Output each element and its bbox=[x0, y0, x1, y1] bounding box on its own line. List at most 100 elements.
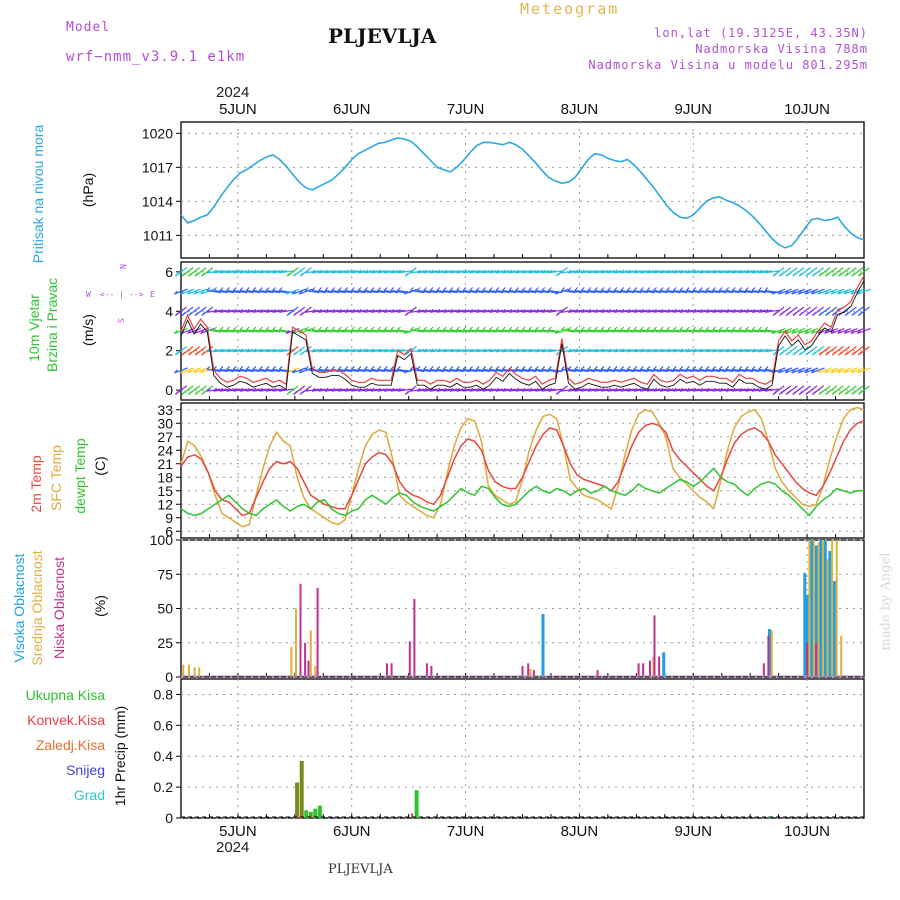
wind-arrow bbox=[522, 289, 537, 294]
wind-arrow-head bbox=[797, 290, 802, 295]
wind-arrow bbox=[830, 288, 845, 295]
wind-arrow-head bbox=[798, 272, 803, 277]
wind-arrow-head bbox=[725, 326, 730, 331]
wind-arrow-head bbox=[580, 326, 585, 331]
wind-arrow bbox=[338, 329, 353, 333]
wind-arrow-head bbox=[324, 308, 329, 313]
wind-arrow-head bbox=[423, 308, 428, 313]
wind-arrow-head bbox=[469, 269, 474, 274]
cloud-mid-bar bbox=[835, 540, 838, 677]
wind-arrow-head bbox=[515, 308, 520, 313]
wind-arrow-head bbox=[547, 287, 552, 291]
wind-arrow-head bbox=[561, 365, 565, 370]
panel-frame-temp bbox=[180, 402, 865, 539]
cloud-tick-label: 0 bbox=[165, 669, 173, 685]
cloud-mid-bar bbox=[182, 664, 185, 677]
wind-arrow-head bbox=[692, 269, 697, 274]
wind-arrow-head bbox=[825, 272, 830, 277]
wind-arrow-head bbox=[259, 365, 263, 370]
wind-arrow-head bbox=[416, 287, 421, 291]
wind-arrow-head bbox=[580, 308, 585, 313]
wind-arrow bbox=[712, 329, 727, 333]
wind-arrow-head bbox=[725, 308, 730, 313]
wind-arrow-head bbox=[462, 269, 467, 274]
wind-arrow bbox=[423, 368, 438, 373]
wind-arrow-head bbox=[705, 308, 710, 313]
wind-arrow bbox=[791, 367, 806, 374]
wind-arrow bbox=[482, 329, 497, 333]
wind-arrow-head bbox=[482, 269, 487, 274]
wind-arrow-head bbox=[475, 269, 480, 274]
wind-arrow-head bbox=[541, 287, 546, 291]
wind-arrow-head bbox=[304, 308, 309, 313]
wind-arrow-head bbox=[779, 312, 784, 316]
wind-arrow-head bbox=[213, 326, 217, 331]
wind-arrow-head bbox=[344, 308, 349, 313]
wind-arrow bbox=[705, 329, 720, 333]
wind-arrow-head bbox=[718, 348, 723, 353]
wind-arrow bbox=[200, 288, 215, 295]
wind-arrow-head bbox=[679, 365, 684, 370]
wind-arrow-head bbox=[705, 326, 710, 331]
wind-arrow-head bbox=[679, 308, 684, 313]
wind-arrow-head bbox=[200, 329, 205, 334]
wind-arrow-head bbox=[383, 287, 388, 291]
wind-arrow-head bbox=[286, 312, 291, 316]
wind-arrow-head bbox=[666, 348, 671, 353]
cloud-tick-label: 50 bbox=[157, 601, 173, 617]
wind-arrow-head bbox=[442, 308, 447, 313]
wind-arrow-head bbox=[534, 326, 539, 331]
wind-arrow-head bbox=[298, 290, 303, 295]
temp-tick-label: 6 bbox=[165, 523, 173, 539]
wind-arrow-head bbox=[764, 365, 769, 370]
cloud-low-bar bbox=[762, 663, 765, 677]
wind-arrow-head bbox=[482, 348, 487, 353]
wind-arrow bbox=[804, 328, 819, 334]
wind-arrow-head bbox=[396, 287, 401, 291]
wind-arrow-head bbox=[377, 308, 382, 313]
wind-arrow-head bbox=[528, 387, 533, 392]
wind-arrow bbox=[252, 368, 267, 373]
wind-arrow-head bbox=[298, 369, 303, 374]
wind-arrow-head bbox=[613, 287, 618, 291]
wind-arrow bbox=[528, 368, 543, 373]
wind-arrow-head bbox=[403, 290, 408, 295]
wind-arrow-head bbox=[838, 351, 843, 356]
wind-arrow-head bbox=[219, 269, 224, 274]
wind-arrow-head bbox=[174, 390, 179, 395]
wind-arrow bbox=[594, 289, 609, 294]
wind-arrow-head bbox=[528, 365, 533, 370]
temp-tick-label: 21 bbox=[157, 456, 173, 472]
wind-arrow bbox=[646, 368, 661, 373]
wind-arrow-head bbox=[843, 369, 848, 374]
wind-arrow-head bbox=[357, 365, 362, 370]
wind-arrow-head bbox=[692, 308, 697, 313]
precip-tick-label: 0.8 bbox=[154, 686, 174, 702]
wind-arrow bbox=[528, 329, 543, 333]
wind-arrow bbox=[180, 367, 195, 374]
wind-arrow-head bbox=[580, 365, 585, 370]
wind-arrow-head bbox=[772, 390, 777, 395]
pressure-tick-label: 1011 bbox=[143, 227, 173, 243]
wind-arrow-head bbox=[245, 348, 250, 353]
wind-arrow-head bbox=[738, 308, 743, 313]
wind-arrow-head bbox=[639, 326, 644, 331]
wind-arrow-head bbox=[278, 348, 283, 353]
wind-arrow-head bbox=[620, 269, 625, 274]
wind-arrow-head bbox=[403, 329, 408, 334]
wind-arrow-head bbox=[495, 269, 500, 274]
cloud-mid-bar bbox=[295, 608, 297, 677]
wind-arrow-head bbox=[699, 387, 703, 392]
wind-arrow-head bbox=[331, 387, 336, 392]
wind-arrow-head bbox=[779, 390, 784, 395]
wind-arrow bbox=[279, 270, 294, 274]
wind-arrow bbox=[364, 368, 379, 373]
wind-arrow bbox=[331, 329, 346, 333]
wind-arrow-head bbox=[324, 326, 329, 331]
wind-arrow-head bbox=[792, 390, 797, 395]
wind-arrow-head bbox=[712, 326, 717, 331]
wind-arrow-head bbox=[501, 308, 506, 313]
wind-arrow-head bbox=[344, 348, 349, 353]
wind-arrow-head bbox=[173, 329, 178, 334]
wind-arrow-head bbox=[462, 287, 467, 291]
